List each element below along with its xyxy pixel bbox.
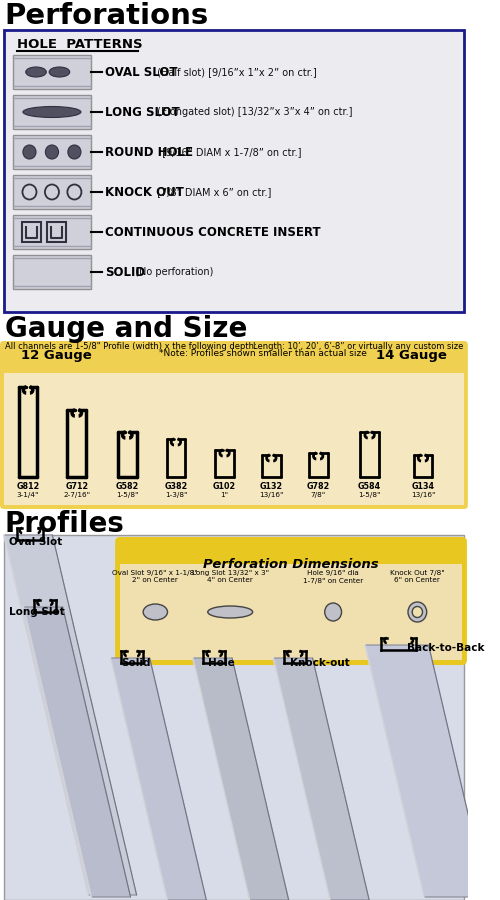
Text: Oval Slot 9/16" x 1-1/8"
2" on Center: Oval Slot 9/16" x 1-1/8" 2" on Center [112, 570, 198, 583]
Text: 13/16": 13/16" [259, 492, 283, 498]
Text: Profiles: Profiles [4, 510, 124, 538]
Text: G102: G102 [213, 482, 236, 491]
Ellipse shape [26, 67, 46, 77]
FancyBboxPatch shape [13, 215, 91, 249]
Text: ROUND HOLE: ROUND HOLE [105, 146, 193, 158]
Ellipse shape [208, 606, 252, 618]
Text: 14 Gauge: 14 Gauge [376, 349, 448, 362]
Text: 1": 1" [220, 492, 228, 498]
Polygon shape [110, 658, 206, 900]
Text: 12 Gauge: 12 Gauge [20, 349, 92, 362]
FancyBboxPatch shape [13, 175, 91, 209]
Ellipse shape [68, 184, 82, 200]
Text: (Half slot) [9/16”x 1”x 2” on ctr.]: (Half slot) [9/16”x 1”x 2” on ctr.] [154, 67, 316, 77]
Polygon shape [4, 535, 136, 895]
Text: Knock Out 7/8"
6" on Center: Knock Out 7/8" 6" on Center [390, 570, 444, 583]
Text: 1-5/8": 1-5/8" [358, 492, 381, 498]
Ellipse shape [45, 184, 59, 200]
Ellipse shape [143, 604, 168, 620]
Text: G812: G812 [16, 482, 40, 491]
Text: 2-7/16": 2-7/16" [63, 492, 90, 498]
Text: Long Slot 13/32" x 3"
4" on Center: Long Slot 13/32" x 3" 4" on Center [192, 570, 269, 583]
FancyBboxPatch shape [4, 30, 464, 312]
Polygon shape [365, 645, 488, 897]
Ellipse shape [22, 184, 36, 200]
FancyBboxPatch shape [115, 537, 467, 665]
Ellipse shape [412, 607, 422, 617]
Text: Knock-out: Knock-out [290, 658, 350, 668]
Text: Gauge and Size: Gauge and Size [4, 315, 247, 343]
Text: KNOCK OUT: KNOCK OUT [105, 185, 184, 199]
Ellipse shape [23, 106, 81, 118]
Text: [7/8” DIAM x 6” on ctr.]: [7/8” DIAM x 6” on ctr.] [154, 187, 271, 197]
Text: [9/16” DIAM x 1-7/8” on ctr.]: [9/16” DIAM x 1-7/8” on ctr.] [159, 147, 302, 157]
Text: (No perforation): (No perforation) [132, 267, 214, 277]
Text: 7/8": 7/8" [310, 492, 326, 498]
Text: 13/16": 13/16" [410, 492, 435, 498]
Text: Hole 9/16" dia
1-7/8" on Center: Hole 9/16" dia 1-7/8" on Center [303, 570, 364, 583]
Text: HOLE  PATTERNS: HOLE PATTERNS [17, 38, 142, 51]
Text: Long Slot: Long Slot [10, 607, 65, 617]
Text: G132: G132 [260, 482, 283, 491]
Text: G782: G782 [306, 482, 330, 491]
Polygon shape [273, 658, 369, 900]
Text: G382: G382 [164, 482, 188, 491]
Ellipse shape [68, 145, 81, 159]
Text: Hole: Hole [208, 658, 234, 668]
FancyBboxPatch shape [13, 255, 91, 289]
Text: 3-1/4": 3-1/4" [17, 492, 40, 498]
Text: OVAL SLOT: OVAL SLOT [105, 66, 178, 78]
Text: G134: G134 [412, 482, 434, 491]
Text: LONG SLOT: LONG SLOT [105, 105, 180, 119]
Text: Perforation Dimensions: Perforation Dimensions [203, 558, 379, 571]
Text: G712: G712 [65, 482, 88, 491]
Bar [120, 564, 462, 660]
FancyBboxPatch shape [13, 95, 91, 129]
Text: 1-5/8": 1-5/8" [116, 492, 138, 498]
Ellipse shape [324, 603, 342, 621]
Bar [22, 222, 40, 242]
Text: Oval Slot: Oval Slot [10, 537, 62, 547]
Ellipse shape [408, 602, 426, 622]
Text: Length: 10’, 20’, 6’-8” or virtually any custom size: Length: 10’, 20’, 6’-8” or virtually any… [252, 342, 463, 351]
Ellipse shape [49, 67, 70, 77]
Text: CONTINUOUS CONCRETE INSERT: CONTINUOUS CONCRETE INSERT [105, 226, 320, 239]
FancyBboxPatch shape [13, 55, 91, 89]
Text: Back-to-Back: Back-to-Back [407, 643, 484, 653]
Text: SOLID: SOLID [105, 266, 145, 278]
Text: All channels are 1-5/8" Profile (width) x the following depth:: All channels are 1-5/8" Profile (width) … [4, 342, 256, 351]
Bar [4, 535, 464, 900]
Text: G582: G582 [116, 482, 139, 491]
Text: (Elongated slot) [13/32”x 3”x 4” on ctr.]: (Elongated slot) [13/32”x 3”x 4” on ctr.… [154, 107, 352, 117]
Text: Solid: Solid [122, 658, 151, 668]
Ellipse shape [46, 145, 59, 159]
Bar [48, 222, 66, 242]
Text: Perforations: Perforations [4, 2, 209, 30]
Ellipse shape [23, 145, 36, 159]
FancyBboxPatch shape [0, 341, 468, 509]
FancyBboxPatch shape [13, 135, 91, 169]
Text: G584: G584 [358, 482, 381, 491]
Polygon shape [193, 658, 288, 900]
Text: *Note: Profiles shown smaller than actual size: *Note: Profiles shown smaller than actua… [159, 349, 367, 358]
Text: 1-3/8": 1-3/8" [164, 492, 187, 498]
Bar [4, 373, 464, 505]
Polygon shape [24, 607, 130, 897]
